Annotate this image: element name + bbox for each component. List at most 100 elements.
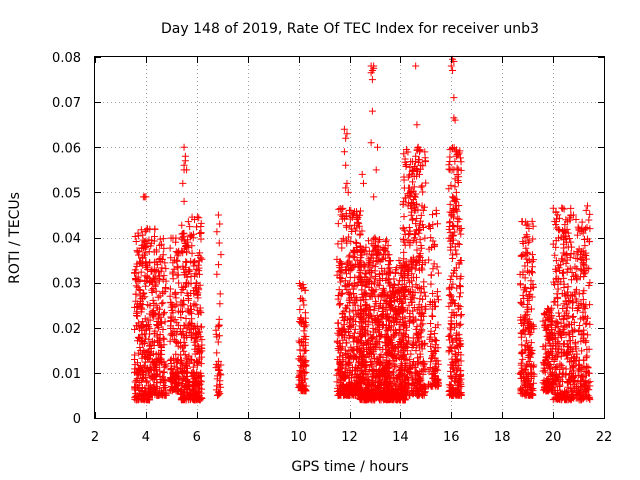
data-point <box>191 335 199 343</box>
data-point <box>583 352 591 360</box>
data-point <box>147 239 155 247</box>
data-point <box>344 328 352 336</box>
data-point <box>334 295 342 303</box>
data-point <box>344 359 352 367</box>
data-point <box>344 316 352 324</box>
data-point <box>139 391 147 399</box>
data-point <box>345 323 353 331</box>
data-point <box>153 333 161 341</box>
data-point <box>196 249 204 257</box>
data-point <box>350 329 358 337</box>
data-point <box>160 244 168 252</box>
data-point <box>189 230 197 238</box>
data-point <box>450 94 458 102</box>
x-tick-labels: 2 4 6 8 10 12 14 16 18 20 22 <box>91 430 612 445</box>
data-point <box>147 386 155 394</box>
x-tick-label: 20 <box>545 430 562 445</box>
data-point <box>156 341 164 349</box>
x-tick-label: 2 <box>91 430 99 445</box>
data-point <box>143 377 151 385</box>
data-point <box>361 262 369 270</box>
data-point <box>181 157 189 165</box>
data-point <box>159 326 167 334</box>
data-point <box>159 299 167 307</box>
data-point <box>136 364 144 372</box>
data-point <box>341 346 349 354</box>
data-point <box>198 353 206 361</box>
data-point <box>177 342 185 350</box>
data-point <box>522 337 530 345</box>
data-point <box>559 204 567 212</box>
data-point <box>339 289 347 297</box>
data-point <box>385 251 393 259</box>
data-point <box>134 276 142 284</box>
data-point <box>174 264 182 272</box>
data-point <box>335 346 343 354</box>
data-point <box>167 366 175 374</box>
data-point <box>413 121 421 129</box>
x-tick-label: 4 <box>142 430 150 445</box>
data-point <box>338 244 346 252</box>
data-point <box>342 134 350 142</box>
data-point <box>180 301 188 309</box>
data-point <box>178 221 186 229</box>
data-point <box>146 351 154 359</box>
data-point <box>216 380 224 388</box>
data-point <box>137 260 145 268</box>
data-point <box>136 258 144 266</box>
data-point <box>556 214 564 222</box>
data-point <box>178 389 186 397</box>
data-point <box>196 281 204 289</box>
y-axis-title: ROTI / TECUs <box>7 192 23 284</box>
data-point <box>336 359 344 367</box>
data-point <box>149 372 157 380</box>
x-axis-title: GPS time / hours <box>291 459 408 475</box>
data-point <box>400 213 408 221</box>
data-point <box>135 384 143 392</box>
data-point <box>429 313 437 321</box>
data-point <box>153 391 161 399</box>
data-point <box>140 339 148 347</box>
data-point <box>167 355 175 363</box>
data-point <box>141 315 149 323</box>
data-point <box>427 320 435 328</box>
data-point <box>187 369 195 377</box>
data-point <box>185 266 193 274</box>
data-point <box>147 340 155 348</box>
data-point <box>192 280 200 288</box>
data-point <box>344 289 352 297</box>
data-point <box>569 313 577 321</box>
data-point <box>214 323 222 331</box>
data-point <box>171 290 179 298</box>
data-point <box>169 369 177 377</box>
data-point <box>195 214 203 222</box>
data-point <box>178 344 186 352</box>
data-point <box>358 170 366 178</box>
data-point <box>142 378 150 386</box>
data-point <box>345 233 353 241</box>
data-point <box>183 364 191 372</box>
data-point <box>150 268 158 276</box>
data-point <box>347 343 355 351</box>
data-point <box>300 327 308 335</box>
data-point <box>131 233 139 241</box>
data-point <box>337 211 345 219</box>
data-point <box>133 383 141 391</box>
data-point <box>136 344 144 352</box>
data-point <box>193 389 201 397</box>
data-point <box>182 241 190 249</box>
data-point <box>214 211 222 219</box>
y-tick-label: 0.05 <box>52 186 81 201</box>
data-point <box>302 387 310 395</box>
data-point <box>337 376 345 384</box>
data-point <box>361 317 369 325</box>
data-point <box>581 242 589 250</box>
data-point <box>356 268 364 276</box>
data-point <box>162 390 170 398</box>
data-point <box>184 218 192 226</box>
data-point <box>169 234 177 242</box>
data-point <box>339 356 347 364</box>
data-point <box>372 166 380 174</box>
data-point <box>187 232 195 240</box>
data-point <box>190 338 198 346</box>
